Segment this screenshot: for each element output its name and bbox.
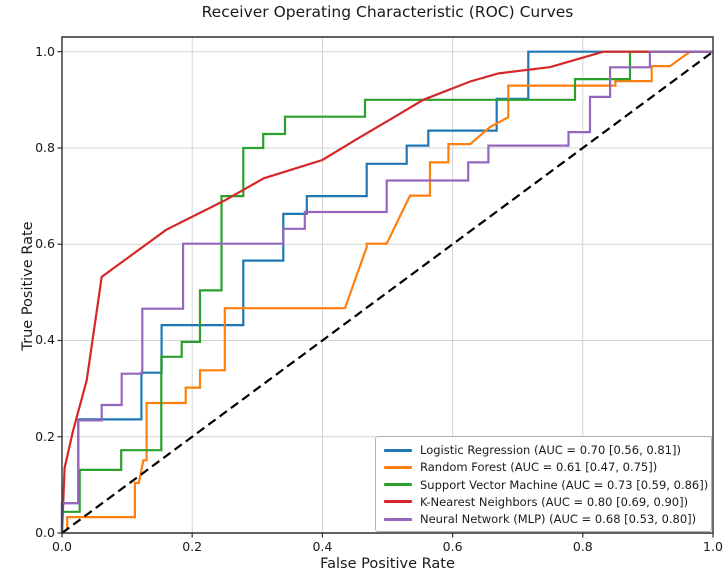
legend-line-swatch <box>384 517 412 521</box>
legend: Logistic Regression (AUC = 0.70 [0.56, 0… <box>375 436 712 532</box>
y-tick-label: 0.2 <box>35 428 55 444</box>
x-tick-label: 0.8 <box>572 539 593 554</box>
roc-curve-neural-network-mlp <box>60 50 713 533</box>
x-tick-label: 0.4 <box>312 539 333 554</box>
legend-line-swatch <box>384 500 412 504</box>
roc-curve-support-vector-machine <box>60 50 713 533</box>
legend-item-neural-network: Neural Network (MLP) (AUC = 0.68 [0.53, … <box>384 511 703 527</box>
x-tick-label: 0.6 <box>442 539 463 554</box>
roc-curve-k-nearest-neighbors <box>60 50 713 534</box>
legend-line-swatch <box>384 465 412 469</box>
legend-item-logistic-regression: Logistic Regression (AUC = 0.70 [0.56, 0… <box>384 442 703 458</box>
legend-item-random-forest: Random Forest (AUC = 0.61 [0.47, 0.75]) <box>384 459 703 475</box>
legend-item-label: K-Nearest Neighbors (AUC = 0.80 [0.69, 0… <box>420 494 689 509</box>
x-axis-label: False Positive Rate <box>320 556 455 572</box>
y-tick-label: 1.0 <box>35 43 55 59</box>
legend-item-label: Support Vector Machine (AUC = 0.73 [0.59… <box>420 477 709 492</box>
legend-item-label: Neural Network (MLP) (AUC = 0.68 [0.53, … <box>420 512 697 526</box>
legend-line-swatch <box>384 483 412 486</box>
roc-curve-random-forest <box>61 50 713 534</box>
legend-item-label: Random Forest (AUC = 0.61 [0.47, 0.75]) <box>420 460 658 475</box>
y-tick-label: 0.6 <box>35 236 55 252</box>
chart-title: Receiver Operating Characteristic (ROC) … <box>201 3 574 21</box>
y-tick-label: 0.8 <box>35 139 55 155</box>
legend-line-swatch <box>384 448 412 452</box>
legend-item-support-vector-machine: Support Vector Machine (AUC = 0.73 [0.59… <box>384 477 708 493</box>
x-tick-label: 0.2 <box>182 539 203 554</box>
x-tick-label: 0.0 <box>52 539 72 554</box>
chance-diagonal-line <box>61 50 714 534</box>
roc-curve-logistic-regression <box>60 50 713 533</box>
legend-item-k-nearest-neighbors: K-Nearest Neighbors (AUC = 0.80 [0.69, 0… <box>384 494 703 510</box>
y-tick-label: 0.0 <box>35 525 55 540</box>
y-tick-label: 0.4 <box>35 332 55 348</box>
legend-item-label: Logistic Regression (AUC = 0.70 [0.56, 0… <box>420 443 681 457</box>
x-tick-label: 1.0 <box>703 539 723 554</box>
